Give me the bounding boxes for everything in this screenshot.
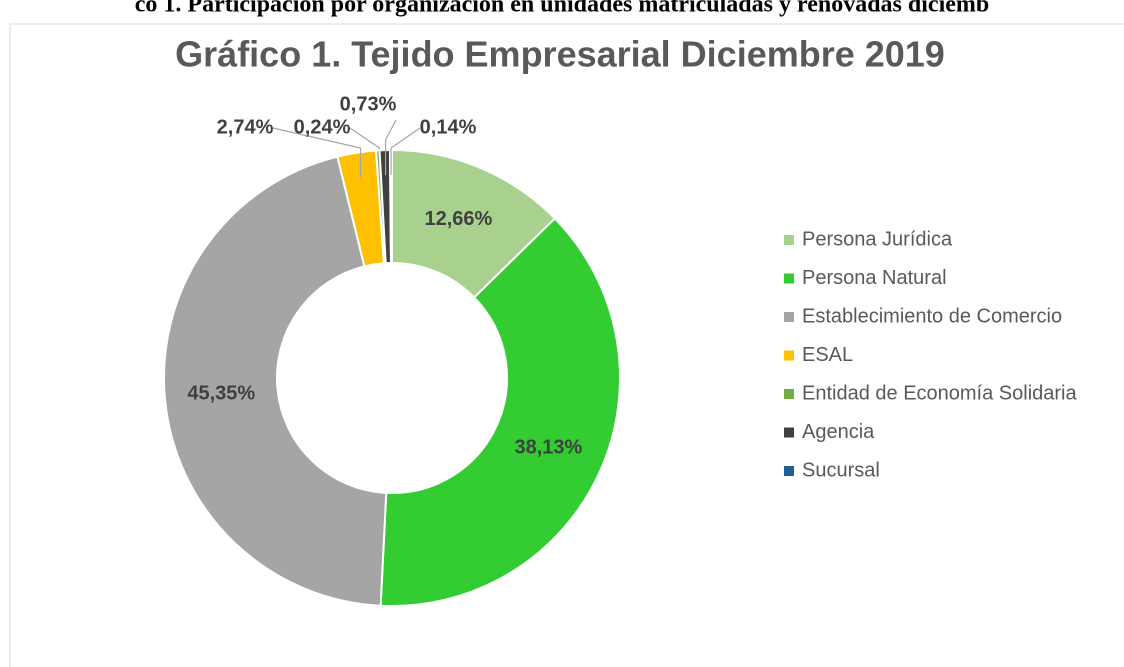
donut-slice: [379, 217, 621, 607]
data-label: 2,74%: [217, 116, 274, 138]
leader-line: [390, 127, 421, 176]
legend-label: Entidad de Economía Solidaria: [802, 382, 1077, 404]
data-label: 0,24%: [294, 116, 351, 138]
legend-swatch: [784, 350, 794, 361]
leader-line: [349, 127, 380, 176]
legend-label: Establecimiento de Comercio: [802, 305, 1062, 327]
legend-swatch: [784, 389, 794, 399]
legend-swatch: [784, 235, 794, 245]
data-label: 0,14%: [420, 116, 477, 138]
legend-swatch: [784, 273, 794, 284]
legend-label: Agencia: [802, 421, 875, 443]
chart-frame: [9, 23, 1124, 667]
data-label: 12,66%: [425, 208, 493, 230]
chart-title: Gráfico 1. Tejido Empresarial Diciembre …: [175, 34, 945, 75]
leader-line: [272, 127, 362, 178]
legend-swatch: [784, 427, 794, 438]
legend-label: Sucursal: [802, 459, 880, 481]
legend-swatch: [784, 466, 794, 476]
caption: co 1. Participación por organización en …: [135, 0, 989, 18]
donut-slice: [163, 155, 388, 607]
legend-swatch: [784, 312, 794, 322]
legend-label: Persona Jurídica: [802, 228, 953, 250]
leader-line: [384, 119, 397, 176]
data-label: 38,13%: [514, 437, 582, 459]
data-label: 45,35%: [187, 383, 255, 405]
legend-label: Persona Natural: [802, 267, 947, 289]
data-label: 0,73%: [340, 93, 397, 115]
legend-label: ESAL: [802, 344, 853, 366]
